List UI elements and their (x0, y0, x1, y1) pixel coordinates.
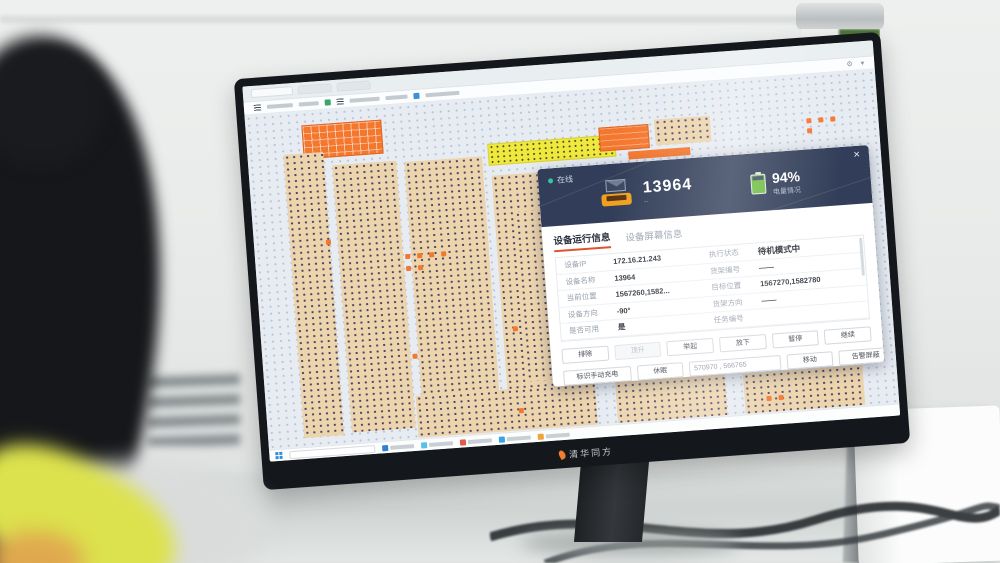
map-block-tan (653, 115, 712, 146)
menu-item[interactable] (349, 96, 380, 103)
map-hot-cell (830, 116, 836, 122)
row-value: 1567260,1582... (615, 286, 670, 300)
tab-device-run-info[interactable]: 设备运行信息 (552, 229, 612, 253)
map-hot-cell (778, 394, 784, 401)
pause-button[interactable]: 暂停 (771, 329, 820, 349)
exclude-button[interactable]: 排除 (561, 345, 610, 364)
row-label: 货架方向 (712, 297, 743, 309)
map-hot-cell (818, 117, 824, 123)
row-label: 设备方向 (567, 308, 599, 320)
row-label: 货架编号 (709, 264, 741, 276)
sleep-button[interactable]: 休眠 (636, 361, 684, 380)
move-button[interactable]: 移动 (786, 350, 834, 370)
row-label: 目标位置 (710, 280, 742, 293)
map-hot-cell (806, 118, 812, 124)
taskbar-app[interactable] (459, 437, 493, 446)
device-status-dialog: 在线 × 13964 -- 94% (537, 144, 885, 387)
map-block-tan (404, 156, 502, 426)
map-block-yellow (487, 134, 617, 166)
menu-item[interactable] (385, 94, 408, 101)
continue-button[interactable]: 继续 (824, 325, 872, 345)
row-label: 是否可用 (568, 324, 600, 336)
battery-label: 电量情况 (772, 186, 802, 196)
row-label: 当前位置 (566, 291, 597, 303)
browser-tab[interactable] (297, 83, 332, 95)
gear-icon[interactable]: ⚙ (846, 60, 854, 69)
menu-item[interactable] (298, 101, 319, 107)
map-hot-cell (405, 253, 411, 260)
taskbar-app[interactable] (420, 440, 454, 449)
taskbar-app[interactable] (498, 434, 531, 443)
row-label: 执行状态 (708, 248, 740, 260)
user-icon[interactable]: ▾ (860, 60, 865, 68)
taskbar-app[interactable] (537, 431, 570, 440)
lift-button[interactable]: 举起 (666, 337, 715, 356)
browser-tab[interactable] (336, 80, 371, 92)
menu-item[interactable] (425, 90, 460, 98)
row-value: 是 (617, 322, 626, 333)
map-hot-cell (417, 252, 423, 259)
jar-lid (796, 3, 884, 30)
row-label: 任务编号 (713, 313, 744, 326)
row-label: 设备名称 (565, 275, 596, 287)
row-label: 设备IP (563, 259, 587, 270)
screen: ⚙ ▾ 在线 × 13 (242, 40, 901, 462)
map-hot-cell (766, 395, 772, 402)
tab-device-screen-info[interactable]: 设备屏幕信息 (625, 228, 683, 245)
background-shelf-stripes (148, 368, 240, 446)
monitor-brand: 清华同方 (568, 446, 614, 460)
agv-robot-icon (598, 176, 634, 212)
jack-up-button: 顶升 (613, 341, 662, 360)
map-layer-icon[interactable] (413, 92, 420, 100)
menu-icon[interactable] (253, 104, 262, 111)
monitor: ⚙ ▾ 在线 × 13 (233, 31, 911, 491)
map-hot-cell (440, 251, 447, 257)
map-hot-cell (806, 128, 813, 134)
map-hot-cell (412, 353, 418, 359)
map-block-tan (332, 160, 416, 433)
device-id: 13964 (642, 176, 693, 197)
row-value: 172.16.21.243 (612, 253, 662, 267)
map-hot-cell (428, 252, 435, 258)
battery-percent: 94% (771, 167, 801, 186)
row-value: 13964 (614, 272, 636, 283)
map-hot-cell (512, 326, 518, 332)
person-head (0, 36, 105, 166)
menu-icon[interactable] (336, 98, 344, 105)
map-hot-cell (325, 239, 332, 245)
wall-edge (0, 16, 800, 23)
windows-start-icon[interactable] (275, 451, 283, 460)
status-square-icon (324, 99, 331, 106)
brand-logo-icon (557, 448, 567, 460)
row-value: -90° (616, 305, 631, 316)
map-hot-cell (417, 264, 424, 271)
browser-tab[interactable] (250, 86, 294, 99)
device-info-table: 设备IP 172.16.21.243 执行状态 待机模式中 设备名称 13964… (554, 234, 871, 342)
map-hot-cell (518, 407, 524, 414)
alarm-mask-button[interactable]: 告警屏蔽 (838, 346, 885, 366)
row-value (763, 309, 869, 317)
put-down-button[interactable]: 放下 (718, 333, 767, 352)
map-hot-cell (405, 265, 412, 272)
map-block-banner2 (598, 124, 650, 152)
menu-item[interactable] (266, 103, 293, 109)
taskbar-app[interactable] (381, 443, 415, 451)
battery-icon (749, 173, 767, 195)
